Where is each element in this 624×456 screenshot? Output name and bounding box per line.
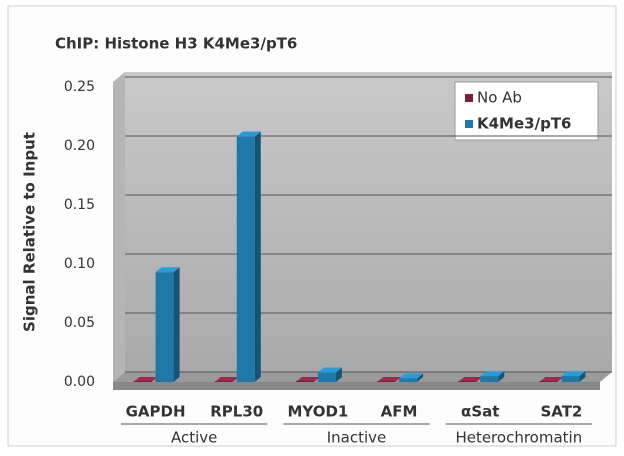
- bar: [399, 373, 424, 382]
- bar: [155, 267, 180, 382]
- bar-top: [399, 373, 424, 379]
- bar-front: [539, 381, 558, 382]
- bar: [317, 367, 342, 382]
- bar-front: [377, 381, 396, 382]
- bar-front: [399, 378, 418, 382]
- bar: [480, 371, 505, 382]
- group-label: Active: [171, 429, 217, 447]
- x-tick-label: SAT2: [540, 403, 582, 421]
- bar-front: [214, 381, 233, 382]
- bar-side: [254, 131, 261, 382]
- x-tick-label: RPL30: [210, 403, 263, 421]
- bar: [377, 377, 402, 382]
- chart-title: ChIP: Histone H3 K4Me3/pT6: [55, 35, 297, 53]
- bar: [133, 377, 158, 382]
- bar-top: [539, 377, 564, 382]
- legend-label: No Ab: [477, 89, 522, 107]
- x-tick-label: GAPDH: [126, 403, 186, 421]
- bar-front: [317, 372, 336, 382]
- bar-top: [458, 377, 483, 382]
- bar-front: [236, 136, 255, 382]
- x-tick-label: MYOD1: [287, 403, 348, 421]
- bar-top: [295, 377, 320, 382]
- bar-front: [561, 376, 580, 382]
- bar: [539, 377, 564, 382]
- bar: [214, 377, 239, 382]
- bar-side: [579, 371, 586, 382]
- legend-swatch: [465, 94, 473, 102]
- x-tick-label: AFM: [381, 403, 418, 421]
- legend-label: K4Me3/pT6: [477, 115, 571, 133]
- bar-front: [458, 381, 477, 382]
- bar: [236, 131, 261, 382]
- bar-front: [133, 381, 152, 382]
- x-tick-label: αSat: [461, 403, 499, 421]
- bar-front: [295, 381, 314, 382]
- bar-side: [498, 371, 505, 382]
- bar-top: [480, 371, 505, 377]
- bar-side: [173, 267, 180, 382]
- legend-box: [454, 81, 599, 141]
- bar-top: [377, 377, 402, 382]
- bar-top: [133, 377, 158, 382]
- y-tick-label: 0.10: [64, 256, 95, 272]
- bar-side: [417, 373, 424, 382]
- y-tick-label: 0.20: [64, 138, 95, 154]
- y-tick-label: 0.15: [64, 197, 95, 213]
- group-label: Heterochromatin: [455, 429, 582, 447]
- bar-front: [155, 272, 174, 382]
- y-axis-label: Signal Relative to Input: [21, 132, 39, 332]
- y-tick-label: 0.05: [64, 315, 95, 331]
- bar-top: [236, 131, 261, 137]
- bar-top: [155, 267, 180, 273]
- bar-side: [335, 367, 342, 382]
- floor: [113, 372, 612, 382]
- floor-edge: [113, 382, 600, 390]
- legend-swatch: [465, 120, 473, 128]
- y-tick-label: 0.25: [64, 79, 95, 95]
- bar-front: [480, 376, 499, 382]
- bar-top: [561, 371, 586, 377]
- bar: [561, 371, 586, 382]
- y-tick-label: 0.00: [64, 374, 95, 390]
- bar: [458, 377, 483, 382]
- group-label: Inactive: [327, 429, 387, 447]
- bar: [295, 377, 320, 382]
- bar-top: [317, 367, 342, 373]
- bar-top: [214, 377, 239, 382]
- side-wall: [113, 72, 125, 382]
- legend: No Ab K4Me3/pT6: [454, 81, 599, 141]
